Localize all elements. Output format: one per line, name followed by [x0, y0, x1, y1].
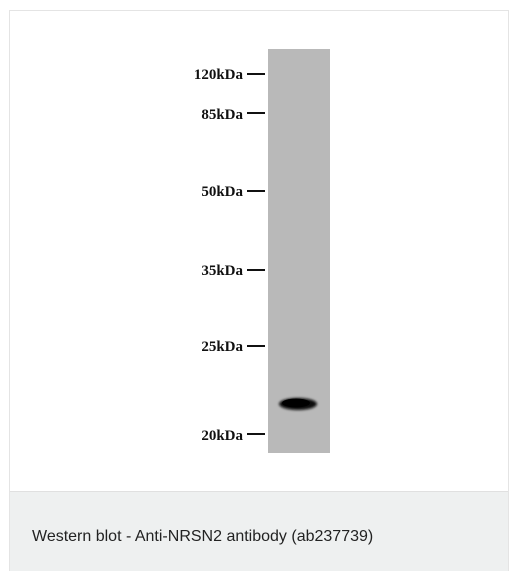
marker-35kda: 35kDa — [201, 263, 265, 279]
western-blot-image: 120kDa 85kDa 50kDa 35kDa 25kDa 20kDa — [194, 49, 330, 453]
marker-label-120kda: 120kDa — [194, 67, 244, 83]
figure-caption: Western blot - Anti-NRSN2 antibody (ab23… — [32, 528, 374, 545]
caption-bar: Western blot - Anti-NRSN2 antibody (ab23… — [10, 491, 508, 571]
western-blot-figure: 120kDa 85kDa 50kDa 35kDa 25kDa 20kDa — [10, 11, 508, 491]
protein-band — [279, 398, 317, 410]
blot-lane — [268, 49, 330, 453]
marker-label-20kda: 20kDa — [201, 428, 243, 444]
marker-label-35kda: 35kDa — [201, 263, 243, 279]
figure-card: 120kDa 85kDa 50kDa 35kDa 25kDa 20kDa — [9, 10, 509, 571]
marker-50kda: 50kDa — [201, 184, 265, 200]
marker-label-25kda: 25kDa — [201, 339, 243, 355]
marker-label-50kda: 50kDa — [201, 184, 243, 200]
marker-85kda: 85kDa — [201, 107, 265, 123]
marker-25kda: 25kDa — [201, 339, 265, 355]
marker-120kda: 120kDa — [194, 67, 265, 83]
marker-label-85kda: 85kDa — [201, 107, 243, 123]
marker-20kda: 20kDa — [201, 428, 265, 444]
